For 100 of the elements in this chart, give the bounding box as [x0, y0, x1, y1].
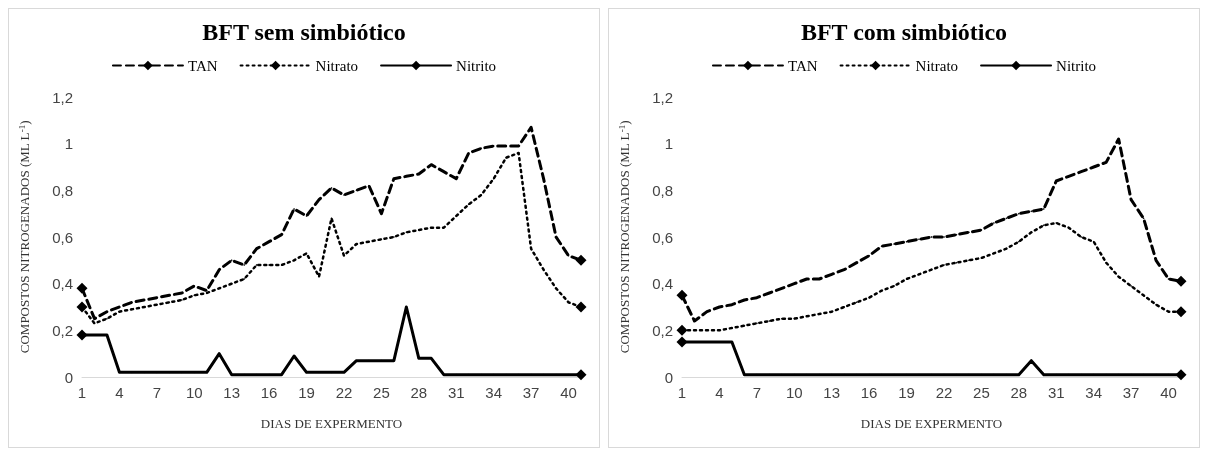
y-tick-label: 0,4 — [52, 275, 73, 293]
point — [743, 324, 746, 327]
y-tick-label: 0,8 — [652, 181, 673, 199]
point — [1105, 261, 1108, 264]
y-tick-label: 0,4 — [652, 275, 673, 293]
x-tick-label: 28 — [410, 384, 428, 401]
y-tick-label: 0,6 — [52, 228, 73, 246]
point — [130, 301, 133, 304]
point — [168, 301, 171, 304]
point — [1030, 210, 1033, 213]
point — [880, 289, 883, 292]
x-tick-label: 25 — [373, 384, 390, 401]
point — [492, 177, 495, 180]
x-tick-label: 34 — [1085, 384, 1103, 401]
y-tick-label: 0,2 — [52, 321, 73, 339]
point — [193, 294, 196, 297]
x-tick-label: 22 — [935, 384, 953, 401]
y-tick-label: 1 — [64, 135, 73, 153]
legend-label: Nitrito — [456, 57, 497, 74]
point — [155, 303, 158, 306]
legend-label: Nitrito — [1056, 57, 1097, 74]
point — [868, 296, 871, 299]
point — [868, 254, 871, 257]
point — [93, 322, 96, 325]
point — [355, 189, 358, 192]
point — [1017, 212, 1020, 215]
x-tick-label: 7 — [752, 384, 762, 401]
point — [1030, 231, 1033, 234]
x-tick-label: 4 — [115, 384, 124, 401]
point — [676, 336, 688, 348]
y-tick-label: 0,8 — [52, 181, 73, 199]
x-tick-label: 34 — [485, 384, 503, 401]
point — [805, 315, 808, 318]
point — [1175, 369, 1187, 381]
x-axis-title: DIAS DE EXPERMENTO — [260, 416, 403, 431]
point — [930, 268, 933, 271]
point — [205, 289, 208, 292]
y-tick-label: 1,2 — [652, 88, 673, 106]
x-tick-label: 19 — [898, 384, 915, 401]
y-tick-label: 1 — [664, 135, 673, 153]
point — [1067, 226, 1070, 229]
point — [905, 240, 908, 243]
point — [1005, 247, 1008, 250]
x-tick-label: 1 — [77, 384, 87, 401]
point — [118, 310, 121, 313]
x-tick-label: 40 — [1160, 384, 1177, 401]
point — [830, 310, 833, 313]
point — [330, 217, 333, 220]
point — [105, 317, 108, 320]
x-tick-label: 22 — [335, 384, 353, 401]
legend-label: Nitrato — [315, 57, 359, 74]
point — [305, 252, 308, 255]
x-tick-label: 25 — [973, 384, 990, 401]
x-tick-label: 13 — [823, 384, 841, 401]
point — [855, 301, 858, 304]
x-tick-label: 40 — [560, 384, 577, 401]
point — [218, 287, 221, 290]
point — [1005, 217, 1008, 220]
point — [1017, 240, 1020, 243]
point — [230, 282, 233, 285]
y-axis-title: COMPOSTOS NITROGENADOS (ML L-1) — [616, 120, 632, 354]
point — [780, 317, 783, 320]
point — [1142, 217, 1145, 220]
x-tick-label: 28 — [1010, 384, 1028, 401]
x-tick-label: 7 — [152, 384, 162, 401]
y-tick-label: 1,2 — [52, 88, 73, 106]
x-tick-label: 10 — [185, 384, 203, 401]
y-tick-label: 0,6 — [652, 228, 673, 246]
point — [1117, 275, 1120, 278]
point — [955, 261, 958, 264]
point — [567, 254, 570, 257]
point — [793, 317, 796, 320]
point — [405, 231, 408, 234]
point — [880, 245, 883, 248]
point — [367, 240, 370, 243]
chart-title: BFT sem simbiótico — [202, 19, 406, 45]
chart-title: BFT com simbiótico — [800, 19, 1008, 45]
x-tick-label: 16 — [260, 384, 278, 401]
point — [967, 259, 970, 262]
x-tick-label: 37 — [522, 384, 540, 401]
x-axis-title: DIAS DE EXPERMENTO — [860, 416, 1003, 431]
x-tick-label: 31 — [1047, 384, 1065, 401]
x-tick-label: 13 — [223, 384, 241, 401]
x-tick-label: 19 — [298, 384, 315, 401]
y-tick-label: 0 — [64, 368, 73, 386]
point — [230, 259, 233, 262]
point — [967, 231, 970, 234]
x-tick-label: 1 — [677, 384, 687, 401]
point — [755, 322, 758, 325]
legend-label: TAN — [187, 57, 218, 74]
legend-label: Nitrato — [915, 57, 959, 74]
point — [293, 259, 296, 262]
x-tick-label: 31 — [447, 384, 465, 401]
point — [76, 329, 88, 341]
x-tick-label: 37 — [1122, 384, 1140, 401]
point — [1092, 240, 1095, 243]
y-tick-label: 0 — [664, 368, 673, 386]
point — [1155, 303, 1158, 306]
point — [575, 369, 587, 381]
x-tick-label: 4 — [715, 384, 724, 401]
